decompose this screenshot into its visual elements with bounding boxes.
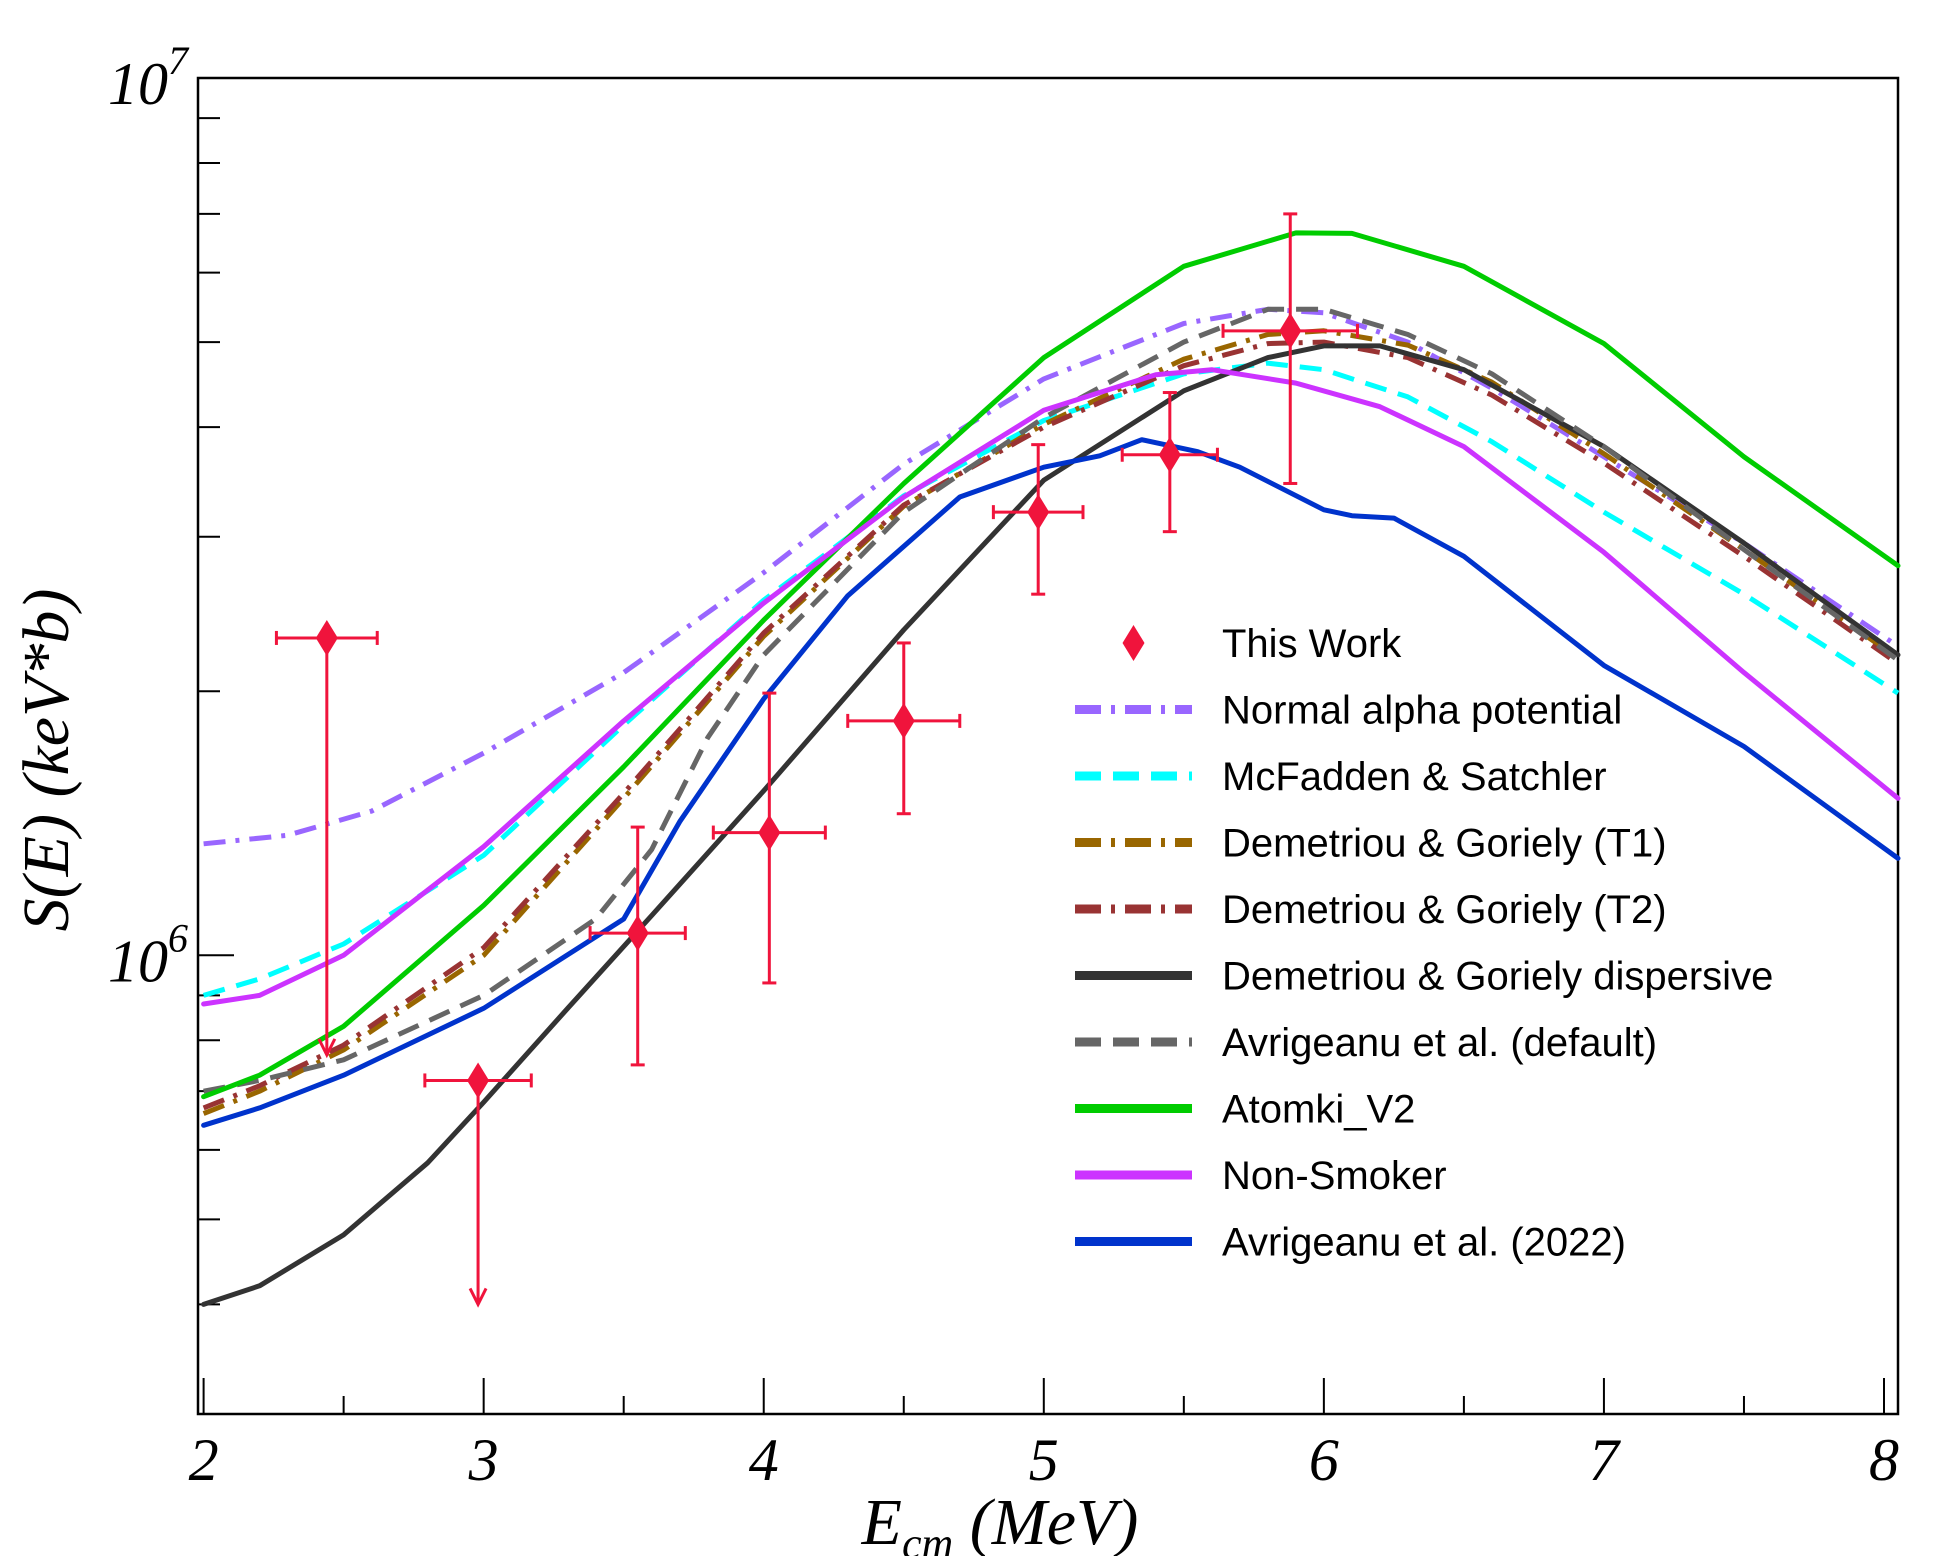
axis-ticks [198,117,1885,1415]
legend-label: Demetriou & Goriely (T2) [1222,888,1667,932]
legend-label: Demetriou & Goriely (T1) [1222,822,1667,866]
diamond-marker [758,814,781,851]
series-line-1 [203,306,1900,847]
legend-item-6: Demetriou & Goriely dispersive [1075,955,1773,999]
series-line-7 [201,230,1901,1100]
x-tick-label: 8 [1869,1427,1899,1493]
diamond-marker [1279,312,1302,349]
diamond-marker [626,915,649,952]
legend-item-8: Atomki_V2 [1075,1088,1415,1132]
series-line-4 [202,339,1900,1111]
diamond-marker [1027,494,1050,531]
legend: This Work Normal alpha potential McFadden … [1075,622,1773,1265]
x-tick-label: 2 [189,1427,219,1493]
data-point-7 [1120,391,1219,534]
legend-item-9: Non-Smoker [1075,1154,1447,1198]
data-point-1 [274,619,379,1059]
legend-label: Demetriou & Goriely dispersive [1222,955,1773,999]
data-point-5 [846,641,962,816]
legend-label: Avrigeanu et al. (2022) [1222,1221,1626,1265]
legend-item-4: Demetriou & Goriely (T1) [1075,822,1667,866]
data-point-8 [1221,212,1359,485]
series-line-5 [201,343,1901,1307]
legend-label: Avrigeanu et al. (default) [1222,1021,1657,1065]
legend-item-3: McFadden & Satchler [1075,755,1607,799]
experimental-points [274,212,1359,1308]
y-tick-labels: 106 107 [108,38,190,994]
data-point-2 [423,1062,533,1308]
x-tick-labels: 2 3 4 5 6 7 8 [189,1427,1899,1493]
x-tick-label: 6 [1309,1427,1339,1493]
legend-item-7: Avrigeanu et al. (default) [1075,1021,1657,1065]
y-tick-label: 106 [108,915,188,994]
data-point-6 [991,443,1085,596]
legend-diamond-marker [1122,625,1145,661]
x-axis-title: Ecm (MeV) [861,1486,1139,1556]
legend-item-1: This Work [1122,622,1402,666]
legend-label: McFadden & Satchler [1222,755,1607,799]
diamond-marker [892,702,915,739]
legend-item-5: Demetriou & Goriely (T2) [1075,888,1667,932]
legend-label: Non-Smoker [1222,1154,1447,1198]
y-axis-title: S(E) (keV*b) [10,589,83,932]
x-tick-label: 4 [749,1427,779,1493]
series-line-9 [201,437,1901,1128]
legend-label: Atomki_V2 [1222,1088,1415,1132]
diamond-marker [1158,436,1181,473]
x-tick-label: 3 [468,1427,499,1493]
legend-label: This Work [1222,622,1402,666]
series-line-8 [201,367,1901,1007]
y-tick-label: 107 [108,38,190,117]
legend-item-10: Avrigeanu et al. (2022) [1075,1221,1626,1265]
data-point-3 [588,825,687,1067]
data-point-4 [711,691,827,985]
legend-item-2: Normal alpha potential [1075,689,1622,733]
series-line-6 [203,306,1900,1094]
diamond-marker [315,619,338,656]
x-tick-label: 7 [1589,1427,1622,1493]
x-tick-label: 5 [1029,1427,1059,1493]
legend-label: Normal alpha potential [1222,689,1622,733]
model-curves [201,230,1901,1307]
plot-frame [196,76,1900,1416]
diamond-marker [467,1062,490,1099]
